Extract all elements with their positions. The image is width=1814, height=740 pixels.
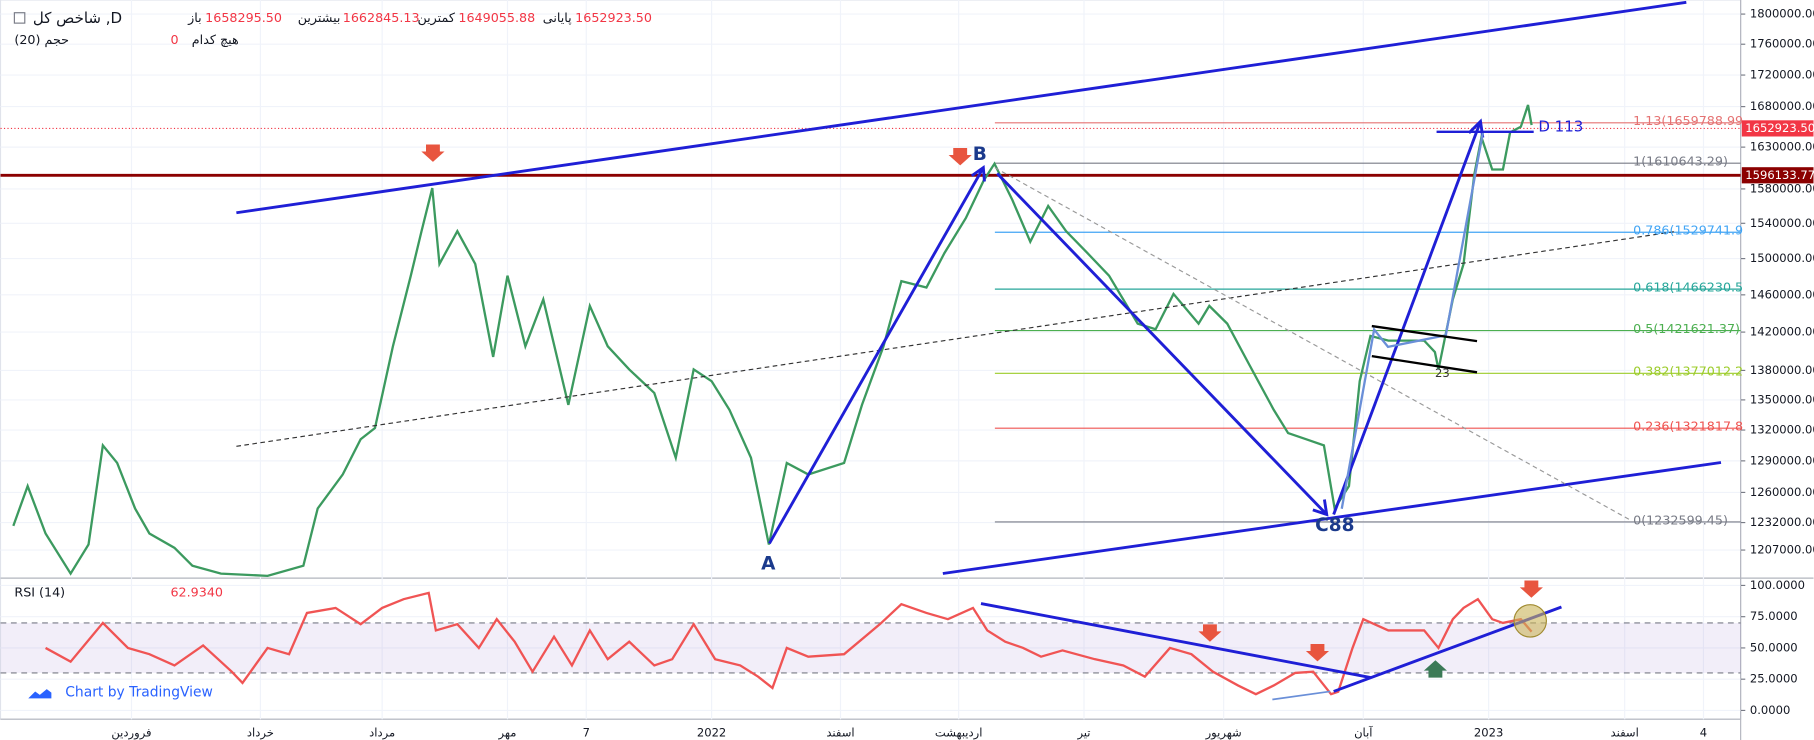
wave-label: D 113 bbox=[1538, 118, 1583, 136]
price-tag-label: 1652923.50 bbox=[1745, 121, 1814, 135]
trend-line bbox=[942, 461, 1722, 575]
y-tick-label: 1540000.00 bbox=[1750, 216, 1814, 230]
x-tick-label: 4 bbox=[1700, 726, 1707, 740]
x-tick-label: آبان bbox=[1354, 726, 1373, 740]
fib-label: 0.786(1529741.9 bbox=[1633, 223, 1743, 238]
rsi-label: RSI (14) bbox=[14, 585, 65, 600]
fib-label: 0.618(1466230.5 bbox=[1633, 279, 1743, 294]
ohlc-value: 1649055.88 bbox=[458, 10, 535, 25]
sub-wave bbox=[1340, 132, 1484, 509]
y-tick-label: 1260000.00 bbox=[1750, 485, 1814, 499]
rsi-band bbox=[0, 622, 1741, 673]
y-tick-label: 75.0000 bbox=[1750, 609, 1798, 623]
rsi-arrow bbox=[1272, 690, 1331, 701]
fib-label: 1.13(1659788.99 bbox=[1633, 113, 1743, 128]
collapse-button[interactable] bbox=[13, 12, 26, 24]
x-tick-label: شهریور bbox=[1205, 726, 1242, 740]
fib-label: 0.5(1421621.37) bbox=[1633, 321, 1740, 336]
wave-label: C88 bbox=[1315, 515, 1354, 536]
y-tick-label: 1420000.00 bbox=[1750, 325, 1814, 339]
fib-label: 0.382(1377012.2 bbox=[1633, 364, 1743, 379]
highlight-circle bbox=[1513, 604, 1547, 638]
y-tick-label: 1232000.00 bbox=[1750, 515, 1814, 529]
price-tag-label: 1596133.77 bbox=[1745, 168, 1814, 182]
wave-arrow bbox=[768, 166, 985, 545]
y-tick-label: 100.0000 bbox=[1750, 578, 1805, 592]
drawings bbox=[236, 0, 1722, 701]
x-tick-label: فروردین bbox=[111, 726, 151, 740]
y-tick-label: 1720000.00 bbox=[1750, 68, 1814, 82]
y-tick-label: 1290000.00 bbox=[1750, 453, 1814, 467]
arrow-head bbox=[970, 165, 986, 182]
y-tick-label: 1350000.00 bbox=[1750, 392, 1814, 406]
x-tick-label: خرداد bbox=[247, 726, 274, 740]
y-tick-label: 25.0000 bbox=[1750, 672, 1798, 686]
brand[interactable]: Chart by TradingView bbox=[65, 685, 213, 701]
y-tick-label: 1760000.00 bbox=[1750, 37, 1814, 51]
flag-line bbox=[1371, 354, 1478, 374]
wave-arrow bbox=[1332, 120, 1482, 516]
ohlc-label: کمترین bbox=[417, 10, 455, 26]
wave-label: 23 bbox=[1435, 366, 1450, 380]
price-tag bbox=[1741, 120, 1814, 137]
y-tick-label: 50.0000 bbox=[1750, 640, 1798, 654]
down-arrow bbox=[948, 148, 972, 166]
wave-arrow bbox=[996, 172, 1328, 516]
fib-label: 1(1610643.29) bbox=[1633, 153, 1728, 168]
rsi-trend-line bbox=[980, 602, 1371, 679]
y-tick-label: 1580000.00 bbox=[1750, 181, 1814, 195]
ohlc-label: باز bbox=[187, 10, 202, 26]
fib-label: 0.236(1321817.8 bbox=[1633, 419, 1743, 434]
x-tick-label: اسفند bbox=[826, 726, 854, 740]
down-arrow bbox=[421, 144, 445, 162]
fib-label: 0(1232599.45) bbox=[1633, 512, 1728, 527]
y-tick-label: 1500000.00 bbox=[1750, 251, 1814, 265]
x-tick-label: 2022 bbox=[697, 726, 726, 740]
ohlc-value: 1658295.50 bbox=[205, 10, 282, 25]
volume-none: هیچ کدام bbox=[192, 32, 239, 48]
volume-value: 0 bbox=[170, 32, 178, 47]
brand-logo[interactable] bbox=[28, 689, 52, 699]
arrow-head bbox=[1312, 499, 1329, 517]
trend-line bbox=[236, 0, 1687, 215]
ohlc-label: پایانی bbox=[543, 10, 572, 25]
up-arrow bbox=[1423, 660, 1447, 678]
ohlc-label: بیشترین bbox=[298, 10, 341, 26]
y-tick-label: 1320000.00 bbox=[1750, 423, 1814, 437]
x-tick-label: مرداد bbox=[369, 726, 395, 740]
y-tick-label: 1630000.00 bbox=[1750, 140, 1814, 154]
x-tick-label: 2023 bbox=[1474, 726, 1503, 740]
x-tick-label: مهر bbox=[498, 726, 517, 740]
ohlc-value: 1652923.50 bbox=[575, 10, 652, 25]
y-tick-label: 1460000.00 bbox=[1750, 287, 1814, 301]
flag-line bbox=[1371, 324, 1478, 343]
ohlc-value: 1662845.13 bbox=[343, 10, 420, 25]
y-tick-label: 1680000.00 bbox=[1750, 99, 1814, 113]
y-tick-label: 1800000.00 bbox=[1750, 7, 1814, 21]
rsi-value: 62.9340 bbox=[170, 585, 223, 600]
down-arrow bbox=[1305, 644, 1330, 662]
volume-label: حجم (20) bbox=[14, 32, 69, 48]
x-tick-label: تیر bbox=[1076, 726, 1090, 740]
y-tick-label: 1207000.00 bbox=[1750, 543, 1814, 557]
x-tick-label: 7 bbox=[583, 726, 590, 740]
wave-label: A bbox=[761, 553, 776, 574]
price-tag bbox=[1741, 167, 1814, 184]
x-tick-label: اردیبهشت bbox=[935, 726, 983, 740]
y-tick-label: 0.0000 bbox=[1750, 703, 1790, 717]
series-line bbox=[45, 591, 1533, 696]
x-tick-label: اسفند bbox=[1611, 726, 1639, 740]
signal-arrows bbox=[421, 144, 1543, 678]
down-arrow bbox=[1198, 624, 1222, 642]
y-tick-label: 1380000.00 bbox=[1750, 363, 1814, 377]
wave-label: B bbox=[973, 144, 987, 165]
down-arrow bbox=[1519, 580, 1543, 598]
symbol: شاخص کل ,D bbox=[33, 9, 122, 27]
